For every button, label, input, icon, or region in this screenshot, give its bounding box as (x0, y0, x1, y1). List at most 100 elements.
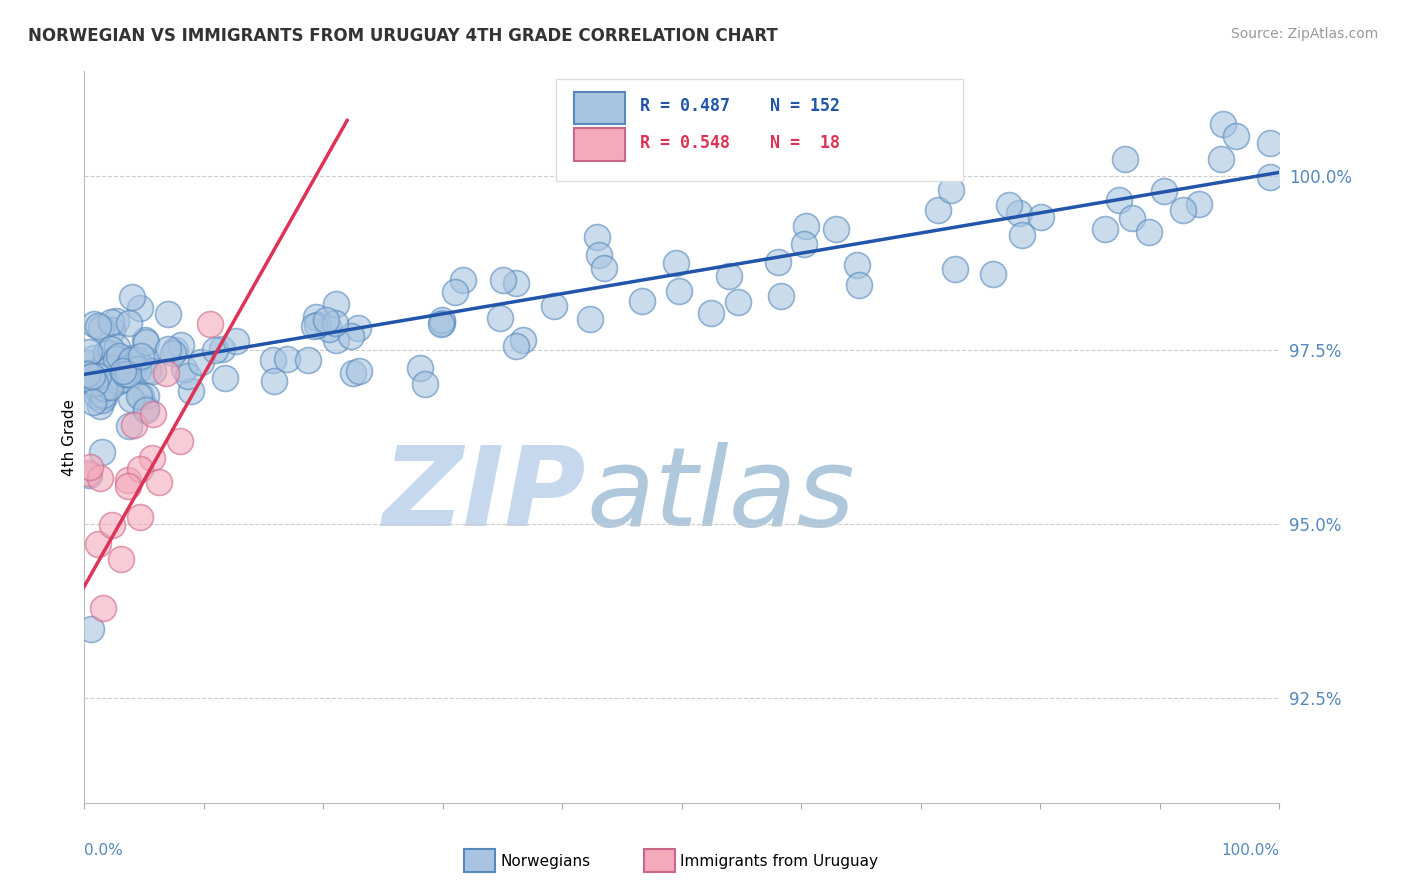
Point (127, 362, 149, 376)
Text: R = 0.548    N =  18: R = 0.548 N = 18 (640, 134, 839, 152)
Point (141, 450, 163, 465)
Point (204, 343, 226, 358)
Point (1153, 184, 1175, 198)
Point (1011, 227, 1033, 242)
Point (190, 355, 212, 369)
Point (91, 359, 114, 373)
Point (89, 399, 111, 413)
Point (1121, 211, 1143, 226)
Point (1029, 210, 1052, 224)
Point (824, 222, 846, 236)
Point (135, 403, 157, 417)
Point (630, 294, 652, 309)
Point (118, 418, 141, 433)
Point (104, 314, 127, 328)
Point (90, 321, 112, 335)
Point (111, 372, 134, 386)
Point (108, 374, 131, 388)
Text: R = 0.487    N = 152: R = 0.487 N = 152 (640, 97, 839, 115)
Point (128, 301, 150, 316)
Point (214, 370, 236, 384)
Point (263, 374, 285, 388)
Point (112, 363, 135, 377)
Point (129, 462, 152, 476)
Point (727, 295, 749, 310)
Point (432, 316, 454, 330)
Point (86, 368, 108, 383)
FancyBboxPatch shape (464, 849, 495, 872)
Point (83, 318, 105, 332)
Point (93, 390, 115, 404)
Point (342, 367, 364, 381)
Point (76, 367, 98, 381)
Point (1212, 116, 1234, 130)
Point (122, 418, 145, 433)
Point (76, 467, 98, 481)
Point (76, 356, 98, 370)
Text: ZIP: ZIP (382, 442, 586, 549)
Point (588, 248, 610, 262)
Point (543, 299, 565, 313)
Point (491, 273, 513, 287)
Point (107, 370, 129, 384)
Point (117, 316, 139, 330)
Point (98, 380, 121, 394)
Point (451, 273, 474, 287)
Point (325, 333, 347, 347)
Point (101, 518, 124, 533)
Point (848, 277, 870, 292)
Point (1173, 202, 1195, 217)
Point (129, 349, 152, 363)
Point (163, 343, 186, 358)
Point (512, 333, 534, 347)
Point (91, 387, 114, 401)
Point (1094, 222, 1116, 236)
Point (340, 328, 363, 343)
Point (121, 351, 143, 366)
FancyBboxPatch shape (557, 78, 963, 181)
Point (845, 258, 868, 272)
Point (117, 479, 139, 493)
Point (148, 475, 170, 489)
Point (409, 360, 432, 375)
Point (943, 261, 966, 276)
FancyBboxPatch shape (575, 128, 624, 161)
Point (1114, 152, 1136, 166)
Point (120, 353, 142, 368)
Point (101, 323, 124, 337)
Point (89, 470, 111, 484)
Point (325, 296, 347, 310)
Point (162, 346, 184, 360)
Point (117, 367, 139, 381)
FancyBboxPatch shape (575, 92, 624, 124)
Point (718, 269, 741, 284)
Point (77, 344, 100, 359)
Point (304, 319, 326, 334)
Point (927, 203, 949, 218)
Text: NORWEGIAN VS IMMIGRANTS FROM URUGUAY 4TH GRADE CORRELATION CHART: NORWEGIAN VS IMMIGRANTS FROM URUGUAY 4TH… (28, 27, 778, 45)
Point (444, 285, 467, 299)
Point (91, 392, 114, 407)
Text: Norwegians: Norwegians (501, 854, 591, 869)
Point (111, 351, 134, 365)
Point (86, 382, 108, 396)
Point (135, 389, 157, 403)
Point (1209, 152, 1232, 166)
Point (347, 364, 370, 378)
Point (121, 364, 143, 378)
Point (1258, 136, 1281, 150)
Point (766, 255, 789, 269)
FancyBboxPatch shape (644, 849, 675, 872)
Point (79, 622, 101, 636)
Point (118, 355, 141, 369)
Point (323, 316, 346, 330)
Point (1258, 169, 1281, 184)
Point (700, 306, 723, 320)
Point (114, 368, 136, 382)
Text: atlas: atlas (586, 442, 855, 549)
Point (127, 352, 149, 367)
Point (87, 318, 110, 333)
Point (98, 360, 121, 375)
Point (77, 366, 100, 380)
Y-axis label: 4th Grade: 4th Grade (62, 399, 77, 475)
